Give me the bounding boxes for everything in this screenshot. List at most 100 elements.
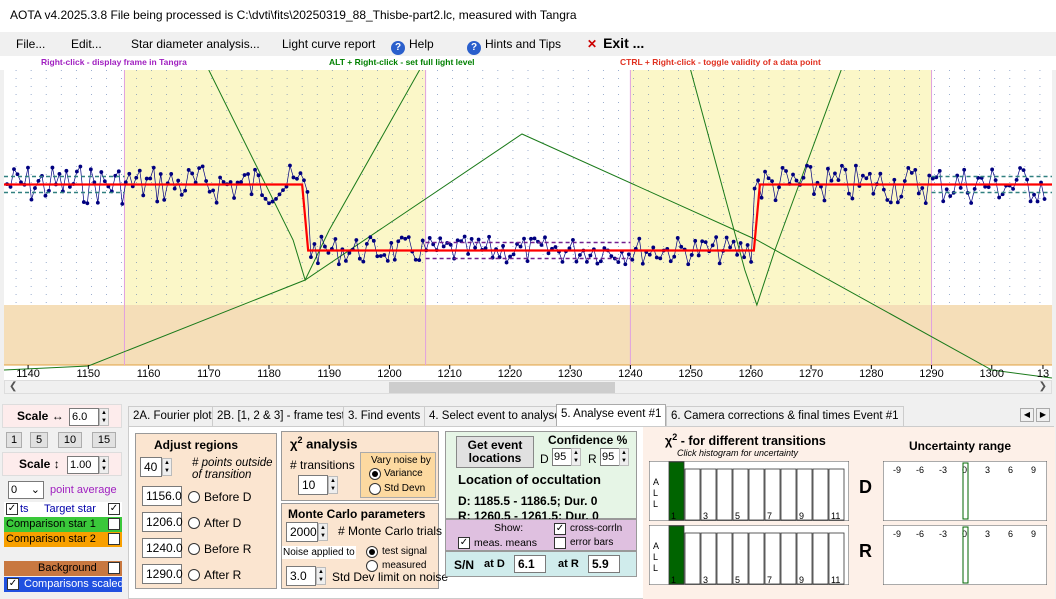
point-average-select[interactable]: 0 ⌄: [8, 481, 44, 499]
std-dev-limit-spinner[interactable]: ▲ ▼: [316, 567, 326, 585]
std-devn-label: Std Devn: [384, 483, 426, 494]
scroll-left-icon[interactable]: ❮: [9, 381, 18, 392]
plot-scrollbar[interactable]: ❮ ❯: [4, 380, 1052, 394]
scroll-right-icon[interactable]: ❯: [1038, 381, 1047, 392]
data-point: [179, 192, 184, 197]
before-d-input[interactable]: 1156.0: [142, 486, 182, 506]
menu-file[interactable]: File...: [16, 37, 46, 51]
data-point: [221, 180, 226, 184]
scale-v-input[interactable]: 1.00: [67, 456, 99, 474]
scale-5-button[interactable]: 5: [30, 432, 48, 448]
tab-select-event[interactable]: 4. Select event to analyse: [424, 406, 566, 426]
pts-checkbox[interactable]: ✓: [6, 503, 18, 515]
scale-v-spinner[interactable]: ▲ ▼: [99, 456, 109, 474]
comparison1-checkbox[interactable]: [108, 518, 120, 530]
data-point: [162, 197, 167, 202]
data-point: [791, 172, 795, 177]
tab-fourier-plot[interactable]: 2A. Fourier plot: [128, 406, 217, 426]
hints-icon: ?: [467, 41, 481, 55]
data-point: [501, 244, 505, 248]
data-point: [183, 188, 188, 193]
uncertainty-plot-r[interactable]: -9 -6 -3 0 3 6 9: [883, 525, 1047, 585]
after-d-radio[interactable]: [188, 517, 200, 529]
target-star-checkbox[interactable]: ✓: [108, 503, 120, 515]
after-d-input[interactable]: 1206.0: [142, 512, 183, 532]
hist-bar: [764, 468, 781, 521]
data-point: [853, 163, 858, 168]
std-devn-radio[interactable]: [369, 483, 381, 495]
before-r-radio[interactable]: [188, 543, 200, 555]
menu-hints[interactable]: ? Hints and Tips: [467, 37, 561, 55]
transitions-input[interactable]: 10: [298, 475, 328, 495]
transitions-spinner[interactable]: ▲ ▼: [328, 476, 338, 494]
comparison2-checkbox[interactable]: [108, 533, 120, 545]
chi2-hist-title: χ2 - for different transitions: [665, 432, 826, 448]
variance-radio[interactable]: [369, 468, 381, 480]
uncertainty-plot-d[interactable]: -9 -6 -3 0 3 6 9: [883, 461, 1047, 521]
x-tick-label: 1200: [377, 368, 401, 380]
data-point: [640, 261, 645, 266]
hist-label: 11: [831, 511, 840, 521]
tab-camera-corrections[interactable]: 6. Camera corrections & final times Even…: [666, 406, 904, 426]
data-point: [878, 171, 883, 176]
tab-scroll-right-icon[interactable]: ▶: [1036, 408, 1050, 422]
hist-bar: [700, 532, 717, 585]
measured-radio[interactable]: [366, 560, 378, 572]
scale-10-button[interactable]: 10: [58, 432, 82, 448]
data-point: [780, 166, 785, 170]
tab-find-events[interactable]: 3. Find events: [343, 406, 426, 426]
confidence-d-input[interactable]: 95: [552, 448, 572, 466]
tab-frame-test[interactable]: 2B. [1, 2 & 3] - frame test: [212, 406, 350, 426]
after-r-input[interactable]: 1290.0: [142, 564, 183, 584]
hist-label: 5: [735, 511, 740, 521]
error-bars-checkbox[interactable]: [554, 537, 566, 549]
menu-light-curve-report[interactable]: Light curve report: [282, 37, 376, 51]
scale-h-input[interactable]: 6.0: [69, 408, 99, 426]
plot-bands: [124, 70, 932, 305]
data-point: [267, 201, 271, 206]
comparisons-scaled-checkbox[interactable]: ✓: [7, 578, 19, 590]
background-checkbox[interactable]: [108, 562, 120, 574]
points-outside-spinner[interactable]: ▲ ▼: [162, 458, 172, 476]
confidence-r-spinner[interactable]: ▲ ▼: [619, 448, 629, 466]
monte-carlo-trials-spinner[interactable]: ▲ ▼: [318, 523, 328, 541]
after-r-radio[interactable]: [188, 569, 200, 581]
menu-exit[interactable]: ✕ Exit ...: [587, 35, 644, 51]
measured-label: measured: [382, 560, 427, 571]
data-point: [316, 261, 320, 266]
menu-help[interactable]: ? Help: [391, 37, 434, 55]
r-result: R: 1260.5 - 1261.5; Dur. 0: [458, 509, 599, 519]
menu-star-diameter[interactable]: Star diameter analysis...: [131, 37, 260, 51]
scale-15-button[interactable]: 15: [92, 432, 116, 448]
meas-means-checkbox[interactable]: ✓: [458, 537, 470, 549]
before-r-input[interactable]: 1240.0: [142, 538, 183, 558]
monte-carlo-trials-input[interactable]: 2000: [286, 522, 318, 542]
test-signal-radio[interactable]: [366, 546, 378, 558]
get-event-locations-button[interactable]: Get event locations: [456, 436, 534, 468]
confidence-r-input[interactable]: 95: [600, 448, 620, 466]
data-point: [578, 253, 582, 257]
scale-h-spinner[interactable]: ▲ ▼: [99, 408, 109, 426]
data-point: [148, 176, 153, 181]
cross-corr-checkbox[interactable]: ✓: [554, 523, 566, 535]
before-d-radio[interactable]: [188, 491, 200, 503]
scale-1-button[interactable]: 1: [6, 432, 22, 448]
data-point: [937, 168, 942, 173]
hist-bar: [732, 468, 749, 521]
data-point: [944, 187, 949, 192]
data-point: [728, 245, 733, 250]
at-d-value: 6.1: [514, 555, 546, 573]
target-star-label: Target star: [44, 503, 96, 515]
tab-analyse-event[interactable]: 5. Analyse event #1: [556, 404, 667, 426]
hist-label: 1: [671, 575, 676, 585]
points-outside-input[interactable]: 40: [140, 457, 162, 477]
menu-edit[interactable]: Edit...: [71, 37, 102, 51]
std-dev-limit-input[interactable]: 3.0: [286, 566, 316, 586]
tab-scroll-left-icon[interactable]: ◀: [1020, 408, 1034, 422]
light-curve-plot[interactable]: 1140 1150 1160 1170 1180 1190 1200 1210 1220 1230…: [4, 70, 1052, 380]
scroll-thumb[interactable]: [389, 382, 615, 393]
confidence-d-spinner[interactable]: ▲ ▼: [571, 448, 581, 466]
data-point: [847, 191, 851, 196]
